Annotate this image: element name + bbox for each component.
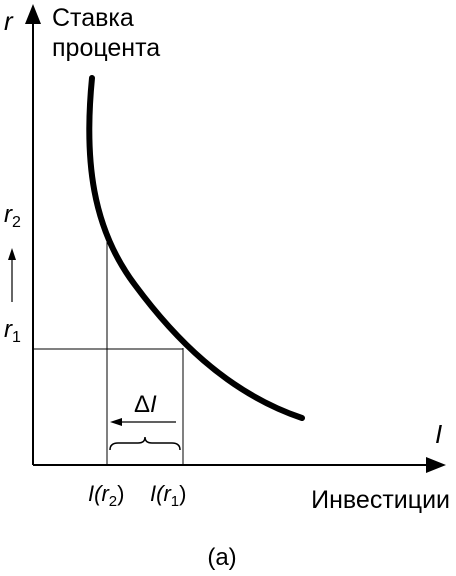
r2-label: r2 <box>4 201 21 231</box>
investment-curve <box>86 75 305 421</box>
x-arrow <box>426 457 446 473</box>
y-title: Ставка <box>52 4 134 32</box>
x-mark-label: I(r2) <box>88 481 124 510</box>
x-symbol: I <box>435 419 442 449</box>
x-title: Инвестиции <box>311 486 450 514</box>
r1-label: r1 <box>4 316 21 346</box>
brace <box>109 436 181 451</box>
delta-label: ΔI <box>134 391 157 418</box>
r-arrowhead <box>8 248 16 260</box>
delta-arrowhead <box>110 418 122 426</box>
y-title: процента <box>52 34 160 62</box>
y-arrow <box>25 4 41 24</box>
x-mark-label: I(r1) <box>150 481 186 510</box>
y-symbol: r <box>4 6 14 36</box>
caption: (a) <box>207 544 236 571</box>
